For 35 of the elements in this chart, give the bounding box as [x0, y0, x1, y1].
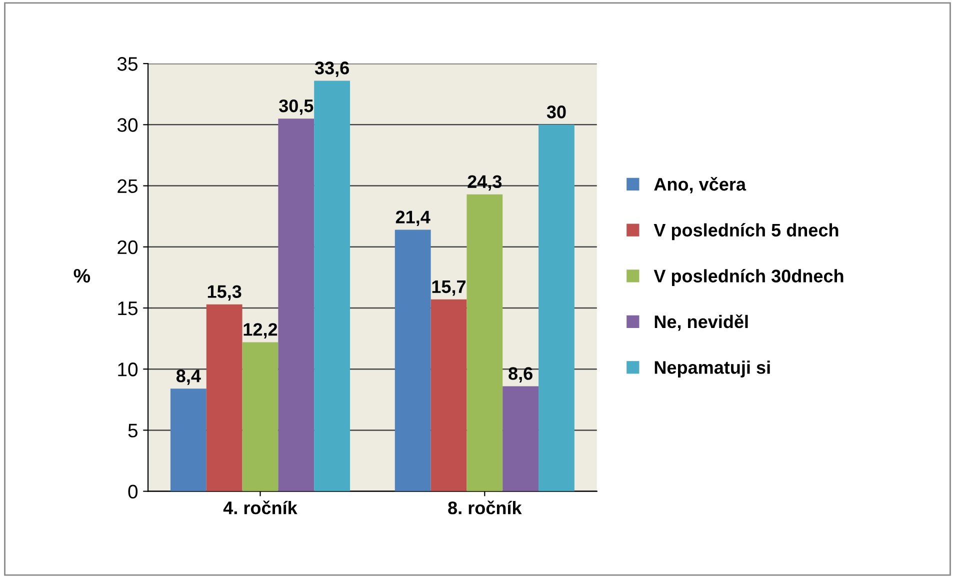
data-label: 15,7	[432, 280, 466, 296]
data-label: 30,5	[278, 99, 314, 115]
legend-label: V posledních 30dnech	[654, 269, 844, 286]
data-label: 8,6	[508, 367, 532, 382]
x-tick-label: 4. ročník	[223, 500, 298, 514]
bar	[170, 388, 206, 492]
legend-label: V posledních 5 dnech	[654, 223, 838, 240]
x-tick-label: 8. ročník	[448, 500, 522, 514]
legend-label: Ne, neviděl	[654, 314, 748, 331]
legend-label: Ano, včera	[654, 177, 746, 194]
data-label: 8,4	[176, 370, 201, 385]
bar	[502, 386, 539, 492]
y-tick-label: 10	[118, 362, 138, 376]
legend-label: Nepamatuji si	[654, 360, 770, 378]
bar	[430, 299, 467, 492]
y-tick-label: 20	[118, 240, 138, 254]
bar	[242, 342, 278, 492]
data-label: 33,6	[314, 62, 349, 77]
y-axis-title: %	[74, 268, 90, 283]
bar	[466, 194, 503, 492]
y-tick-label: 5	[128, 424, 138, 438]
y-tick-label: 35	[117, 57, 138, 71]
bar	[394, 230, 431, 492]
y-tick-label: 30	[117, 118, 138, 132]
bar	[206, 304, 242, 492]
data-label: 15,3	[208, 285, 242, 301]
data-label: 30	[546, 106, 566, 118]
y-tick-label: 0	[128, 484, 138, 499]
bar	[314, 80, 350, 492]
bar	[538, 124, 574, 492]
data-label: 21,4	[396, 210, 430, 226]
y-tick-label: 15	[118, 302, 138, 316]
bar	[278, 118, 314, 492]
y-tick-label: 25	[118, 179, 138, 194]
data-label: 12,2	[244, 323, 278, 338]
